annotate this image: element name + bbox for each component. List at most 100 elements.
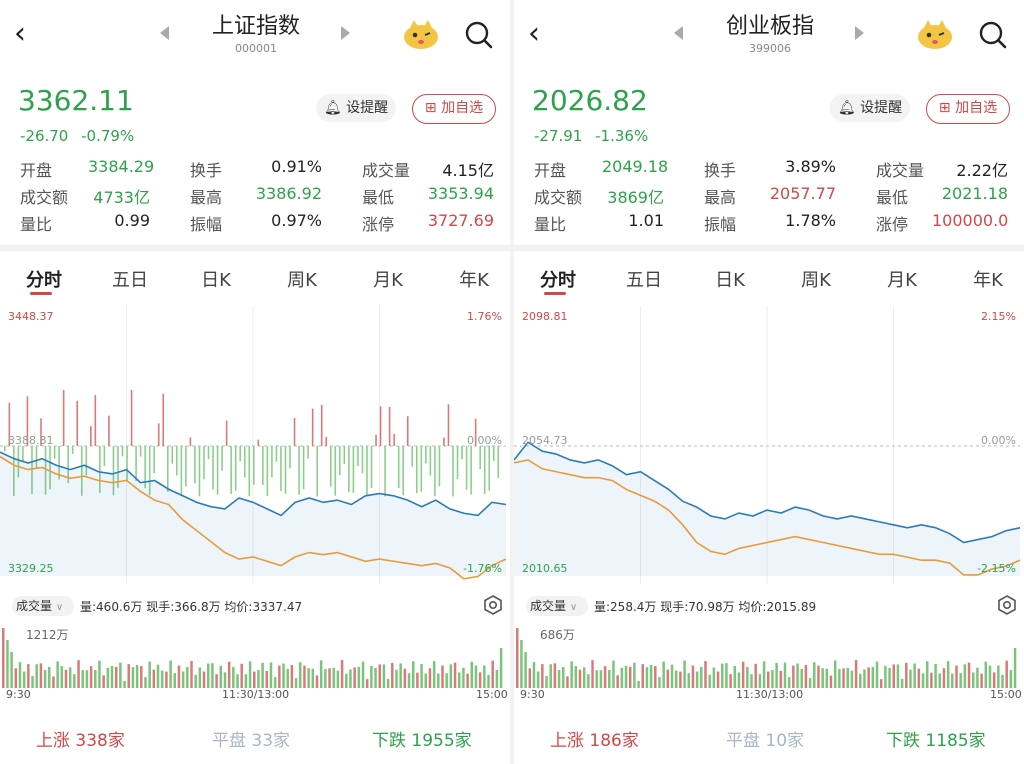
gear-icon[interactable] <box>482 594 504 616</box>
prev-index-icon[interactable] <box>160 26 169 40</box>
volume-bar <box>587 674 590 688</box>
next-index-icon[interactable] <box>341 26 350 40</box>
volume-bar <box>160 670 164 688</box>
volume-selector[interactable]: 成交量 ∨ <box>526 596 588 616</box>
next-index-icon[interactable] <box>855 26 864 40</box>
mascot-icon[interactable] <box>916 16 954 50</box>
volume-bar <box>286 668 289 688</box>
volume-bar <box>2 628 5 688</box>
back-icon[interactable]: ‹ <box>14 16 26 51</box>
unchanged[interactable]: 平盘 33家 <box>212 726 290 751</box>
search-icon[interactable] <box>978 20 1008 50</box>
volume-chart[interactable]: 686万 <box>514 620 1024 690</box>
set-alert-button[interactable]: 🔔︎ 设提醒 <box>316 94 396 122</box>
volume-bar <box>884 665 887 688</box>
tab-period[interactable]: 周K <box>287 270 317 291</box>
volume-bar <box>1009 669 1013 688</box>
volume-bar <box>863 669 866 688</box>
tab-period[interactable]: 五日 <box>112 270 148 291</box>
average-line <box>0 455 507 580</box>
volume-bar <box>73 674 76 688</box>
sentiment-bar <box>461 446 463 460</box>
stat-label: 振幅 <box>190 215 223 234</box>
stat-value: 1.78% <box>785 211 836 230</box>
volume-bar <box>846 667 849 688</box>
volume-chart[interactable]: 1212万 <box>0 620 510 690</box>
volume-selector[interactable]: 成交量 ∨ <box>12 596 74 616</box>
tab-period[interactable]: 月K <box>887 270 917 291</box>
tab-period[interactable]: 分时 <box>26 270 62 291</box>
volume-bar <box>169 660 172 688</box>
volume-bar <box>779 671 783 688</box>
gear-icon[interactable] <box>996 594 1018 616</box>
prev-index-icon[interactable] <box>674 26 683 40</box>
sentiment-bar <box>130 390 133 446</box>
sentiment-bar <box>135 446 137 482</box>
change-amount: -26.70 <box>20 127 69 145</box>
last-price: 3362.11 <box>18 84 134 117</box>
sentiment-bar <box>348 446 350 493</box>
volume-bar <box>955 665 958 688</box>
sentiment-bar <box>361 446 364 474</box>
volume-bar <box>708 674 711 688</box>
time-label-noon: 11:30/13:00 <box>222 688 290 701</box>
back-icon[interactable]: ‹ <box>528 16 540 51</box>
tab-period[interactable]: 日K <box>715 270 745 291</box>
y-bottom-pct-label: -2.15% <box>977 562 1016 575</box>
y-mid-pct-label: 0.00% <box>981 434 1016 447</box>
period-tabs: 分时 五日 日K 周K 月K 年K <box>514 258 1024 300</box>
volume-bar <box>599 670 603 688</box>
volume-bar <box>223 672 227 688</box>
decliners[interactable]: 下跌 1955家 <box>372 726 472 751</box>
advancers[interactable]: 上涨 338家 <box>36 726 125 751</box>
sentiment-bar <box>393 433 395 446</box>
volume-info: 量:258.4万 现手:70.98万 均价:2015.89 <box>594 600 817 614</box>
average-line <box>514 459 1021 576</box>
advancers[interactable]: 上涨 186家 <box>550 726 639 751</box>
volume-bar <box>43 670 47 688</box>
decliners[interactable]: 下跌 1185家 <box>886 726 986 751</box>
tab-period[interactable]: 周K <box>801 270 831 291</box>
stat-label: 振幅 <box>704 215 737 234</box>
tab-period[interactable]: 分时 <box>540 270 576 291</box>
sentiment-bar <box>153 446 155 474</box>
sentiment-bar <box>112 446 115 496</box>
mascot-icon[interactable] <box>402 16 440 50</box>
add-watchlist-button[interactable]: ⊞ 加自选 <box>926 94 1010 124</box>
price-area <box>0 452 506 576</box>
unchanged[interactable]: 平盘 10家 <box>726 726 804 751</box>
sentiment-bar <box>80 446 83 496</box>
sentiment-bar <box>406 416 409 446</box>
time-label-close: 15:00 <box>476 688 508 701</box>
tab-period[interactable]: 五日 <box>626 270 662 291</box>
volume-bar <box>821 668 824 688</box>
volume-bar <box>299 662 302 688</box>
sentiment-bar <box>262 446 264 486</box>
sentiment-bar <box>339 446 341 476</box>
tab-period[interactable]: 日K <box>201 270 231 291</box>
decliners-label: 下跌 <box>886 731 920 751</box>
tab-period[interactable]: 月K <box>373 270 403 291</box>
volume-bar <box>980 673 983 688</box>
tab-period[interactable]: 年K <box>973 270 1003 291</box>
add-watchlist-button[interactable]: ⊞ 加自选 <box>412 94 496 124</box>
sentiment-bar <box>366 446 368 496</box>
advancers-count: 186家 <box>589 731 639 751</box>
set-alert-button[interactable]: 🔔︎ 设提醒 <box>830 94 910 122</box>
y-top-label: 2098.81 <box>522 310 568 323</box>
sentiment-bar <box>280 446 282 491</box>
y-mid-label: 3388.81 <box>8 434 54 447</box>
stat-label: 开盘 <box>20 161 53 180</box>
volume-bar <box>106 667 110 688</box>
unchanged-count: 33家 <box>251 731 291 751</box>
sentiment-bar <box>189 437 192 446</box>
volume-bar <box>930 672 933 688</box>
sentiment-bar <box>180 446 183 496</box>
sentiment-bar <box>307 446 309 459</box>
stat-label: 最高 <box>190 188 223 207</box>
intraday-chart[interactable]: 2098.81 2.15% 2054.73 0.00% 2010.65 -2.1… <box>514 306 1024 584</box>
sentiment-bar <box>343 446 346 465</box>
intraday-chart[interactable]: 3448.37 1.76% 3388.81 0.00% 3329.25 -1.7… <box>0 306 510 584</box>
search-icon[interactable] <box>464 20 494 50</box>
tab-period[interactable]: 年K <box>459 270 489 291</box>
